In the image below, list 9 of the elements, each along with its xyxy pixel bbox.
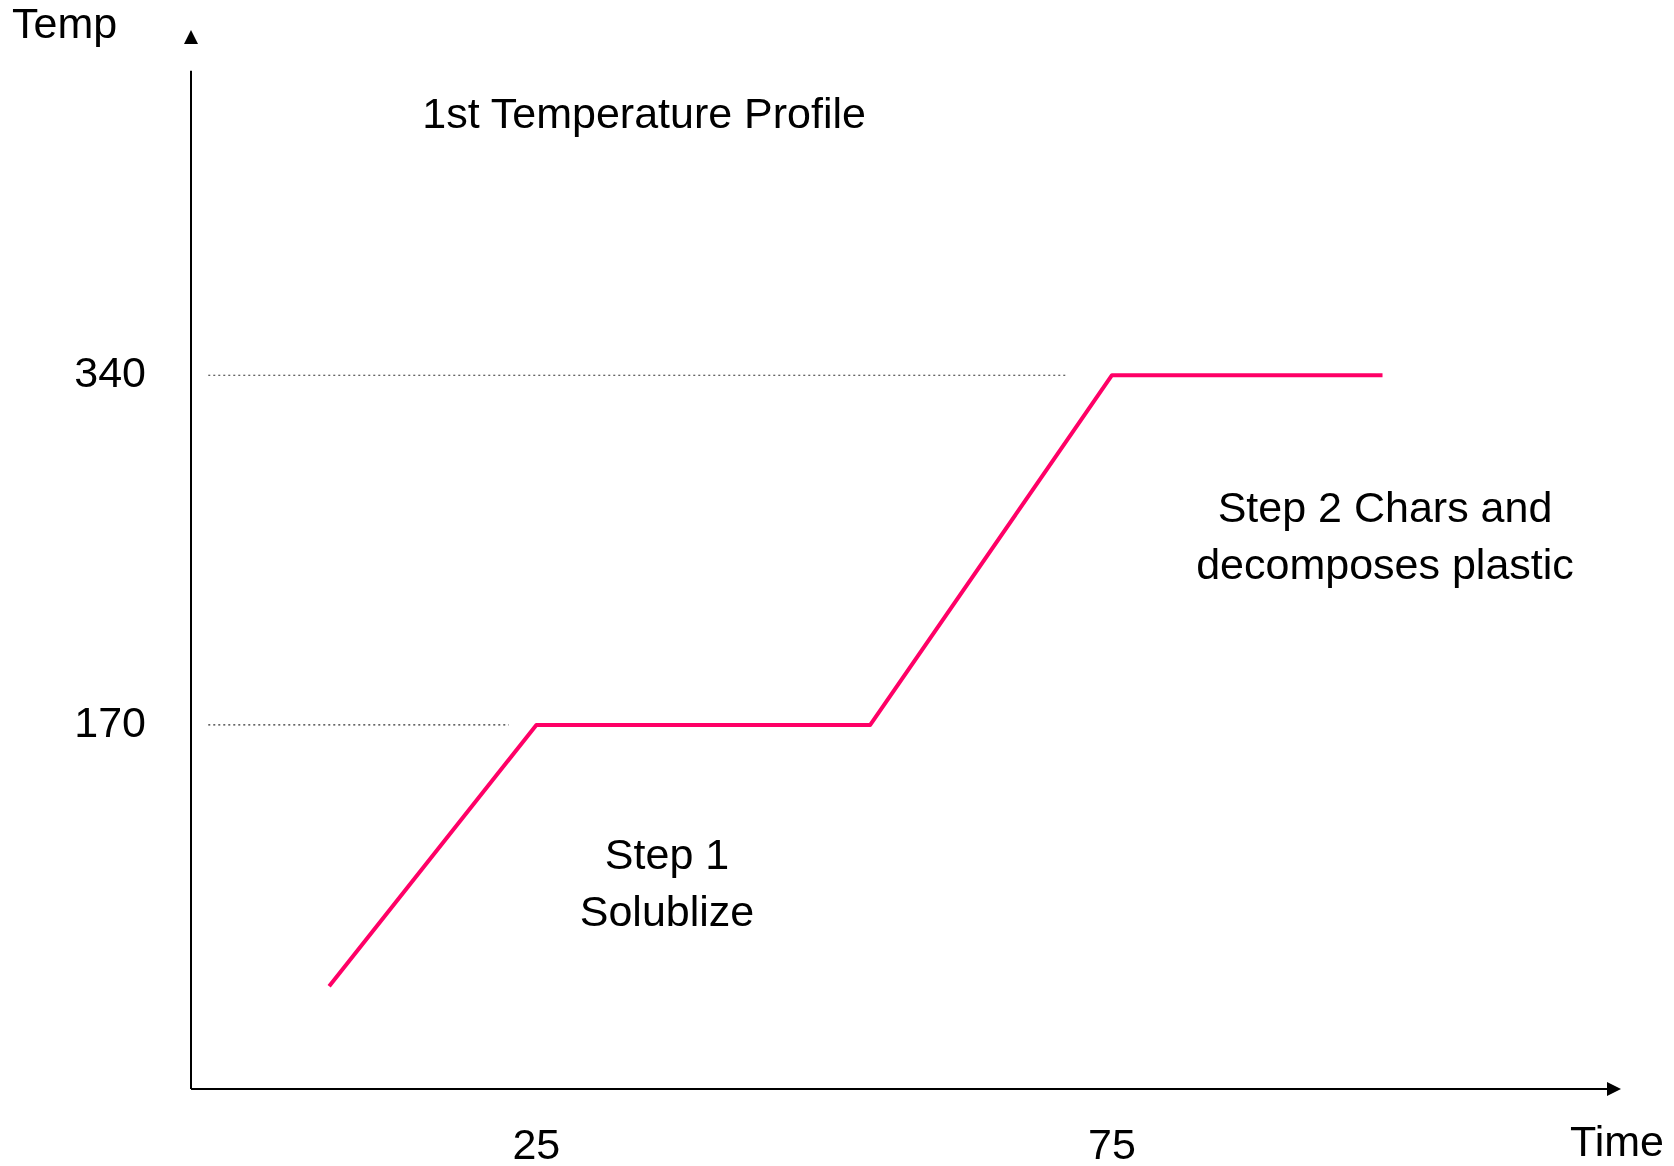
y-tick-label: 340: [74, 348, 146, 397]
y-tick-label: 170: [74, 697, 146, 746]
y-axis-title: Temp: [12, 0, 118, 47]
x-axis-title: Time: [1570, 1116, 1664, 1165]
x-tick-label: 25: [512, 1119, 561, 1166]
annotation: Step 2 Chars and decomposes plastic: [1196, 483, 1574, 589]
chart-title: 1st Temperature Profile: [422, 88, 866, 137]
x-tick-label: 75: [1088, 1119, 1136, 1166]
annotation: Step 1 Solublize: [579, 830, 755, 936]
